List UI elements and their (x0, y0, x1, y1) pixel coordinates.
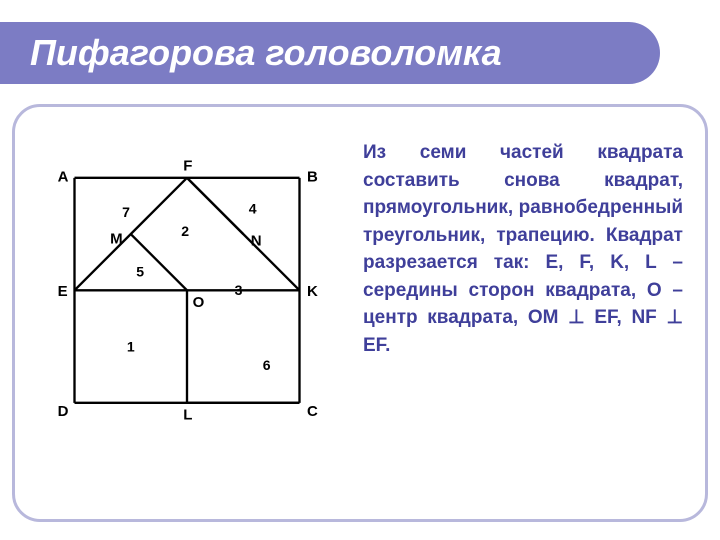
svg-text:N: N (251, 232, 262, 249)
svg-text:M: M (110, 230, 123, 247)
diagram-area: A B C D E F K L O M N 1 2 3 4 5 6 7 (37, 125, 337, 501)
svg-text:C: C (307, 403, 318, 420)
desc-part-2: EF, NF (585, 307, 667, 328)
desc-part-3: EF. (363, 335, 390, 356)
perp-symbol-2: ⊥ (666, 307, 683, 328)
svg-text:5: 5 (136, 263, 144, 279)
page-title: Пифагорова головоломка (30, 32, 502, 74)
svg-text:D: D (58, 403, 69, 420)
description-area: Из семи частей квадрата составить снова … (363, 125, 683, 501)
svg-text:7: 7 (122, 204, 130, 220)
perp-symbol-1: ⊥ (568, 307, 585, 328)
svg-text:K: K (307, 283, 318, 300)
desc-part-1: Из семи частей квадрата составить снова … (363, 142, 683, 328)
svg-text:O: O (193, 294, 205, 311)
svg-text:4: 4 (249, 200, 257, 216)
description-text: Из семи частей квадрата составить снова … (363, 139, 683, 359)
svg-text:F: F (183, 157, 192, 174)
svg-text:3: 3 (235, 282, 243, 298)
svg-text:2: 2 (181, 223, 189, 239)
svg-text:B: B (307, 169, 318, 186)
svg-text:L: L (183, 407, 192, 424)
svg-text:1: 1 (127, 338, 135, 354)
svg-text:E: E (58, 283, 68, 300)
title-bar: Пифагорова головоломка (0, 22, 660, 84)
svg-text:6: 6 (263, 357, 271, 373)
svg-text:A: A (58, 169, 69, 186)
content-frame: A B C D E F K L O M N 1 2 3 4 5 6 7 Из семи частей квадра… (12, 104, 708, 522)
pythagoras-diagram: A B C D E F K L O M N 1 2 3 4 5 6 7 (37, 145, 337, 445)
